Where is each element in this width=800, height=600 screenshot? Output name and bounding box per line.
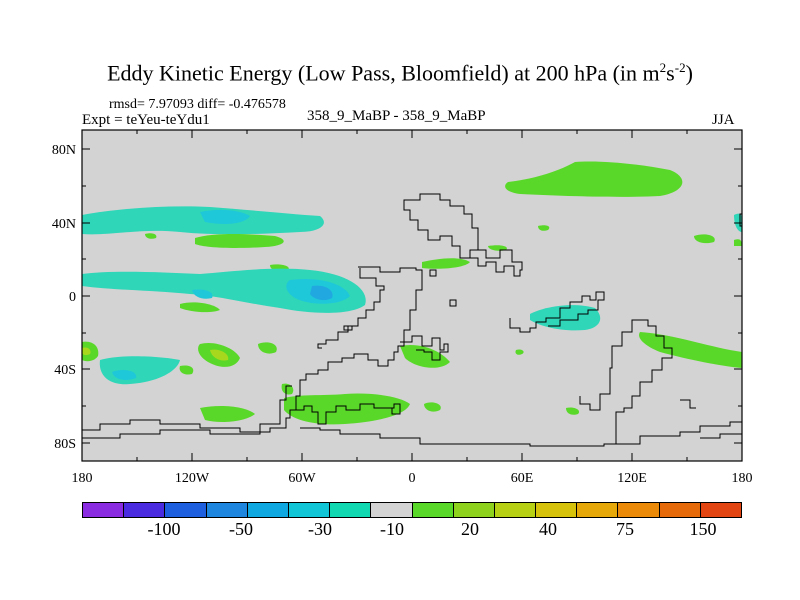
anomaly-fields [82,161,742,425]
cyan-core-west [192,289,213,299]
green-strip-east-5 [734,239,742,246]
coastline-antarctica-west [82,385,292,439]
x-tick-labels: 180 120W 60W 0 60E 120E 180 [72,471,753,486]
green-strip-east-2 [488,245,507,251]
green-blob-s5 [639,332,742,368]
x-tick-180e: 180 [732,471,753,486]
colorbar-swatch [577,503,619,517]
coastline-south-asia [509,291,605,333]
green-strip-eq-1 [180,302,220,313]
colorbar-label: 150 [689,519,717,539]
y-tick-0: 0 [69,290,76,305]
rmsd-label: rmsd= 7.97093 diff= -0.476578 [109,97,286,112]
season-label: JJA [712,112,735,128]
x-tick-120w: 120W [175,471,210,486]
colorbar-swatch [453,503,495,517]
yellowgreen-core-s1 [210,349,229,361]
x-tick-0: 0 [409,471,416,486]
colorbar-swatch [165,503,207,517]
teal-band-north [82,206,324,235]
teal-blob-indian [530,305,601,331]
colorbar-swatch [247,503,289,517]
coastline-antarctica [82,409,296,433]
green-strip-east-3 [538,225,550,231]
colorbar-swatch [494,503,537,517]
green-blob-s10 [566,407,580,415]
colorbar-swatch [330,503,372,517]
blue-core-equator [310,285,333,301]
colorbar-swatch [83,503,125,517]
colorbar-swatch [206,503,248,517]
x-tick-60w: 60W [288,471,316,486]
green-blob-s3 [179,365,194,375]
coastline-island-2 [739,213,742,227]
colorbar-swatch [659,503,701,517]
y-tick-80n: 80N [52,143,76,158]
colorbar-swatch [536,503,578,517]
colorbar-label: -50 [229,519,253,539]
yellowgreen-core-sw [82,347,91,356]
coastline-asia-east [470,249,523,277]
coastline-africa [400,335,449,361]
colorbar-label: 75 [616,519,634,539]
green-blob-s9 [424,402,441,412]
y-tick-labels: 80N 40N 0 40S 80S [52,143,76,452]
coastline-cuba [343,325,353,331]
y-tick-80s: 80S [54,437,76,452]
green-strip-east-4 [694,234,715,244]
green-blob-s4 [400,344,450,368]
cyan-blob-north [200,209,250,224]
chart-title: Eddy Kinetic Energy (Low Pass, Bloomfiel… [107,60,693,86]
x-tick-120e: 120E [617,471,647,486]
x-tick-180w: 180 [72,471,93,486]
y-tick-40n: 40N [52,217,76,232]
coastline-nz [680,399,696,409]
case-label: 358_9_MaBP - 358_9_MaBP [307,108,486,124]
colorbar-swatch [288,503,331,517]
coastline-antarctica-east [616,421,742,445]
colorbar-label: 40 [539,519,557,539]
colorbar-swatch [412,503,454,517]
green-band-south [284,393,410,425]
colorbar-swatch [700,503,741,517]
colorbar-swatch [124,503,166,517]
green-blob-s2 [258,342,277,354]
coastline-australia [300,319,673,447]
green-blob-nepac [505,161,683,197]
coastline-island-3 [429,269,437,277]
green-blob-s8 [200,406,255,422]
colorbar-swatch [618,503,660,517]
experiment-label: Expt = teYeu-teYdu1 [82,112,210,128]
green-blob-s6 [515,349,524,355]
green-strip-east-1 [422,258,470,269]
cyan-core-sw [112,370,137,380]
colorbar-swatch [371,503,413,517]
y-tick-40s: 40S [54,363,76,378]
colorbar [82,502,742,518]
coastline-americas [295,266,423,425]
coastline-north-america-north [317,268,385,349]
coastline-antarctica-east-2 [700,433,742,439]
coastline-island-1 [449,299,457,307]
green-strip-1 [195,234,284,248]
colorbar-label: -30 [308,519,332,539]
colorbar-label: 20 [461,519,479,539]
colorbar-label: -10 [380,519,404,539]
ticks [82,130,742,461]
green-strip-2 [145,233,157,239]
x-tick-60e: 60E [511,471,534,486]
coastlines [82,193,742,447]
colorbar-label: -100 [147,519,181,539]
